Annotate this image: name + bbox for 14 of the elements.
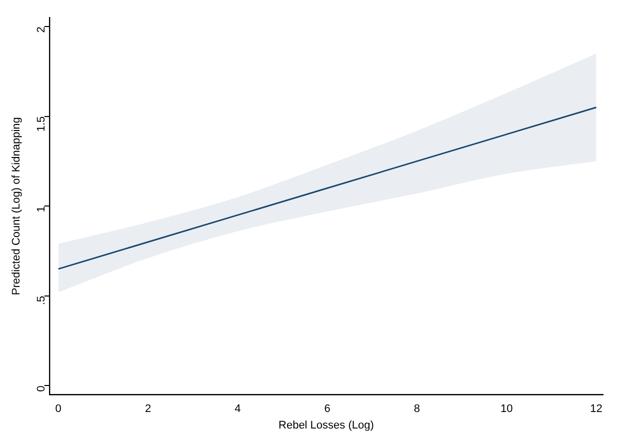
x-tick-label: 2 (144, 403, 152, 416)
x-tick-label: 0 (55, 403, 62, 416)
y-tick-label: .5 (35, 296, 48, 306)
y-tick-label: 0 (35, 386, 48, 392)
x-tick-label: 4 (234, 403, 241, 416)
y-axis-title: Predicted Count (Log) of Kidnapping (10, 117, 23, 296)
x-tick-label: 8 (414, 403, 420, 416)
y-tick-label: 1.5 (35, 116, 48, 132)
x-tick-label: 6 (324, 403, 330, 416)
x-tick-label: 12 (590, 403, 602, 416)
y-tick-label: 1 (35, 206, 48, 212)
y-tick-label: 2 (35, 26, 48, 33)
x-tick-label: 10 (500, 403, 513, 416)
x-axis-title: Rebel Losses (Log) (278, 419, 374, 432)
